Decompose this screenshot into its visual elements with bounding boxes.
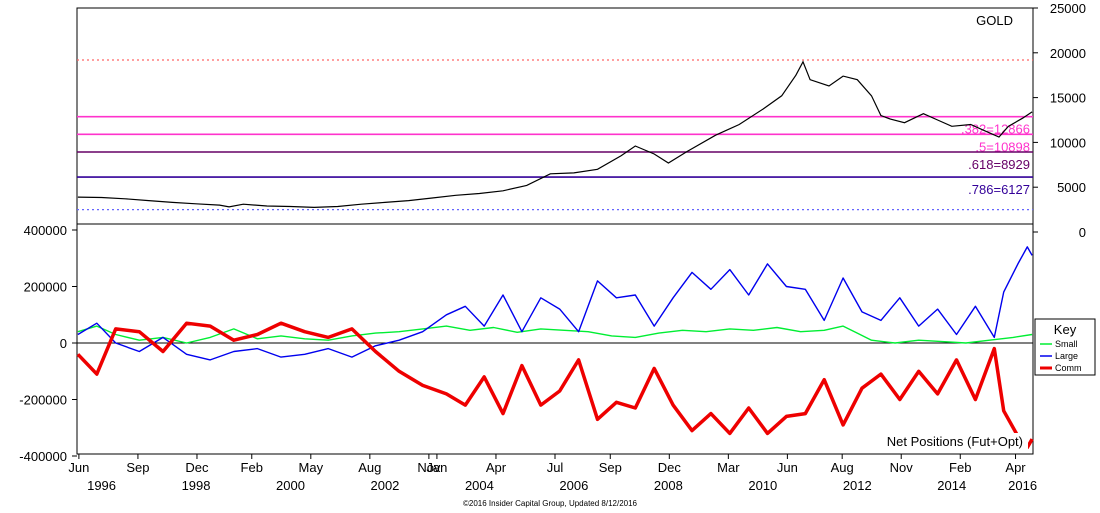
fib-level-label: .382=12866 [961, 122, 1030, 137]
price-tick-label: 0 [1079, 225, 1086, 240]
x-tick-month-label: Sep [599, 460, 622, 475]
price-tick-label: 5000 [1057, 180, 1086, 195]
x-tick-month-label: Jan [426, 460, 447, 475]
legend-box [1034, 318, 1096, 376]
positions-y-axis: -400000 -200000 0 200000 400000 [19, 223, 77, 464]
x-tick-month-label: Feb [949, 460, 971, 475]
legend-label: Small [1055, 339, 1078, 349]
price-series [77, 60, 1033, 209]
x-tick-month-label: Dec [658, 460, 682, 475]
positions-tick-label: -200000 [19, 393, 67, 408]
x-tick-month-label: Apr [1005, 460, 1026, 475]
x-tick-year-label: 2008 [654, 478, 683, 493]
x-tick-month-label: Apr [486, 460, 507, 475]
positions-title-bg [846, 433, 1028, 450]
copyright-notice: ©2016 Insider Capital Group, Updated 8/1… [463, 499, 638, 508]
x-tick-month-label: May [299, 460, 324, 475]
fib-level-label: .618=8929 [968, 157, 1030, 172]
x-tick-month-label: Jun [777, 460, 798, 475]
series-small-line [77, 325, 1033, 344]
fibonacci-levels: .382=12866 .5=10898 .618=8929 .786=6127 [77, 59, 1033, 211]
price-y-axis: 0 5000 10000 15000 20000 25000 [1033, 1, 1086, 240]
x-tick-year-label: 1996 [87, 478, 116, 493]
price-tick-label: 15000 [1050, 91, 1086, 106]
fib-level-label: .5=10898 [975, 139, 1030, 154]
price-tick-label: 20000 [1050, 46, 1086, 61]
x-tick-month-label: Mar [717, 460, 740, 475]
x-tick-year-label: 2002 [370, 478, 399, 493]
x-tick-month-label: Dec [185, 460, 209, 475]
x-tick-month-label: Nov [890, 460, 914, 475]
x-tick-year-label: 2000 [276, 478, 305, 493]
x-tick-month-label: Feb [241, 460, 263, 475]
x-tick-year-label: 2006 [559, 478, 588, 493]
x-tick-month-label: Aug [358, 460, 381, 475]
gold-price-line [77, 60, 1033, 209]
x-tick-year-label: 2014 [937, 478, 966, 493]
positions-tick-label: 200000 [24, 280, 67, 295]
legend-label: Comm [1055, 363, 1082, 373]
position-series [76, 246, 1034, 450]
price-tick-label: 25000 [1050, 1, 1086, 16]
positions-tick-label: -400000 [19, 449, 67, 464]
x-tick-month-label: Jun [68, 460, 89, 475]
x-tick-month-label: Sep [126, 460, 149, 475]
positions-panel-frame [76, 223, 1034, 455]
x-tick-month-label: Aug [831, 460, 854, 475]
x-tick-year-label: 2010 [748, 478, 777, 493]
price-chart-title: GOLD [976, 13, 1013, 28]
legend-title: Key [1054, 322, 1077, 337]
x-tick-year-label: 2016 [1008, 478, 1037, 493]
legend-label: Large [1055, 351, 1078, 361]
positions-tick-label: 400000 [24, 223, 67, 238]
x-tick-year-label: 1998 [182, 478, 211, 493]
x-tick-year-label: 2012 [843, 478, 872, 493]
fib-level-label: .786=6127 [968, 182, 1030, 197]
x-tick-month-label: Jul [547, 460, 564, 475]
positions-tick-label: 0 [60, 336, 67, 351]
positions-chart-title: Net Positions (Fut+Opt) [887, 434, 1023, 449]
legend: Key Small Large Comm [1034, 318, 1096, 376]
series-large-line [77, 246, 1033, 361]
x-tick-month-label: Nov [417, 460, 441, 475]
x-tick-year-label: 2004 [465, 478, 494, 493]
series-comm-line [76, 321, 1034, 450]
price-tick-label: 10000 [1050, 135, 1086, 150]
